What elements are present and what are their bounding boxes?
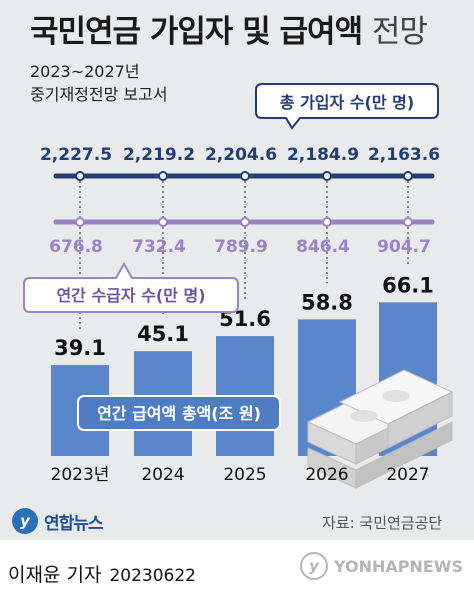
total-subscribers-label-2: 2,204.6 xyxy=(205,145,277,165)
publish-date: 20230622 xyxy=(109,566,196,586)
total-subscribers-marker-2 xyxy=(240,171,250,181)
beneficiaries-label-0: 676.8 xyxy=(49,237,103,257)
x-tick-labels: 2023년 2024 2025 2026 2027 xyxy=(51,465,430,485)
beneficiaries-marker-2 xyxy=(240,217,250,227)
title-suffix: 전망 xyxy=(371,14,428,50)
beneficiaries-marker-1 xyxy=(158,217,168,227)
beneficiaries-label-2: 789.9 xyxy=(214,237,268,257)
bar-value-label-3: 58.8 xyxy=(301,290,353,314)
beneficiaries-label-4: 904.7 xyxy=(377,237,431,257)
total-subscribers-label-1: 2,219.2 xyxy=(123,145,195,165)
legend-beneficiaries: 연간 수급자 수(만 명) xyxy=(23,261,239,313)
reporter-name: 이재윤 기자 xyxy=(8,564,102,586)
title-main: 국민연금 가입자 및 급여액 xyxy=(30,14,363,50)
total-subscribers-label-4: 2,163.6 xyxy=(368,145,440,165)
legend-annual-benefits-label: 연간 급여액 총액(조 원) xyxy=(97,404,261,423)
bar-value-label-0: 39.1 xyxy=(54,336,106,360)
total-subscribers-label-0: 2,227.5 xyxy=(40,145,112,165)
source-note: 자료: 국민연금공단 xyxy=(322,514,443,532)
money-stack-illustration xyxy=(306,369,454,489)
data-labels-layer: 39.145.151.658.866.12,227.5 2,219.2 2,204.… xyxy=(40,145,440,360)
legend-annual-benefits: 연간 급여액 총액(조 원) xyxy=(77,395,281,431)
total-subscribers-marker-4 xyxy=(403,171,413,181)
total-subscribers-marker-0 xyxy=(75,171,85,181)
legend-total-subscribers: 총 가입자 수(만 명) xyxy=(255,83,439,130)
legend-total-subscribers-label: 총 가입자 수(만 명) xyxy=(280,93,414,112)
legend-beneficiaries-label: 연간 수급자 수(만 명) xyxy=(56,286,205,305)
x-tick-1: 2024 xyxy=(141,465,184,485)
watermark-text: YONHAPNEWS xyxy=(334,556,463,576)
bar-value-label-4: 66.1 xyxy=(382,273,434,297)
total-subscribers-marker-1 xyxy=(158,171,168,181)
watermark: y YONHAPNEWS xyxy=(300,552,463,580)
byline: 이재윤 기자 20230622 xyxy=(8,560,196,587)
beneficiaries-marker-4 xyxy=(403,217,413,227)
yonhap-logo-text: 연합뉴스 xyxy=(44,513,104,534)
total-subscribers-marker-3 xyxy=(322,171,332,181)
x-tick-0: 2023년 xyxy=(51,465,110,485)
x-tick-4: 2027 xyxy=(386,465,429,485)
beneficiaries-marker-0 xyxy=(75,217,85,227)
yonhap-logo: y 연합뉴스 xyxy=(12,508,104,534)
chart-area: 39.145.151.658.866.12,227.5 2,219.2 2,204.… xyxy=(23,83,454,489)
yonhap-logo-icon: y xyxy=(12,508,38,534)
beneficiaries-marker-3 xyxy=(322,217,332,227)
watermark-icon: y xyxy=(300,552,328,580)
subtitle: 2023~2027년 중기재정전망 보고서 xyxy=(30,60,168,106)
total-subscribers-label-3: 2,184.9 xyxy=(287,145,359,165)
page-title: 국민연금 가입자 및 급여액 전망 xyxy=(30,6,428,51)
bar-value-label-1: 45.1 xyxy=(137,322,189,346)
subtitle-period: 2023~2027년 xyxy=(30,62,140,81)
beneficiaries-label-3: 846.4 xyxy=(296,237,350,257)
beneficiaries-label-1: 732.4 xyxy=(132,237,186,257)
x-tick-2: 2025 xyxy=(223,465,266,485)
x-tick-3: 2026 xyxy=(305,465,348,485)
subtitle-report: 중기재정전망 보고서 xyxy=(30,85,168,104)
